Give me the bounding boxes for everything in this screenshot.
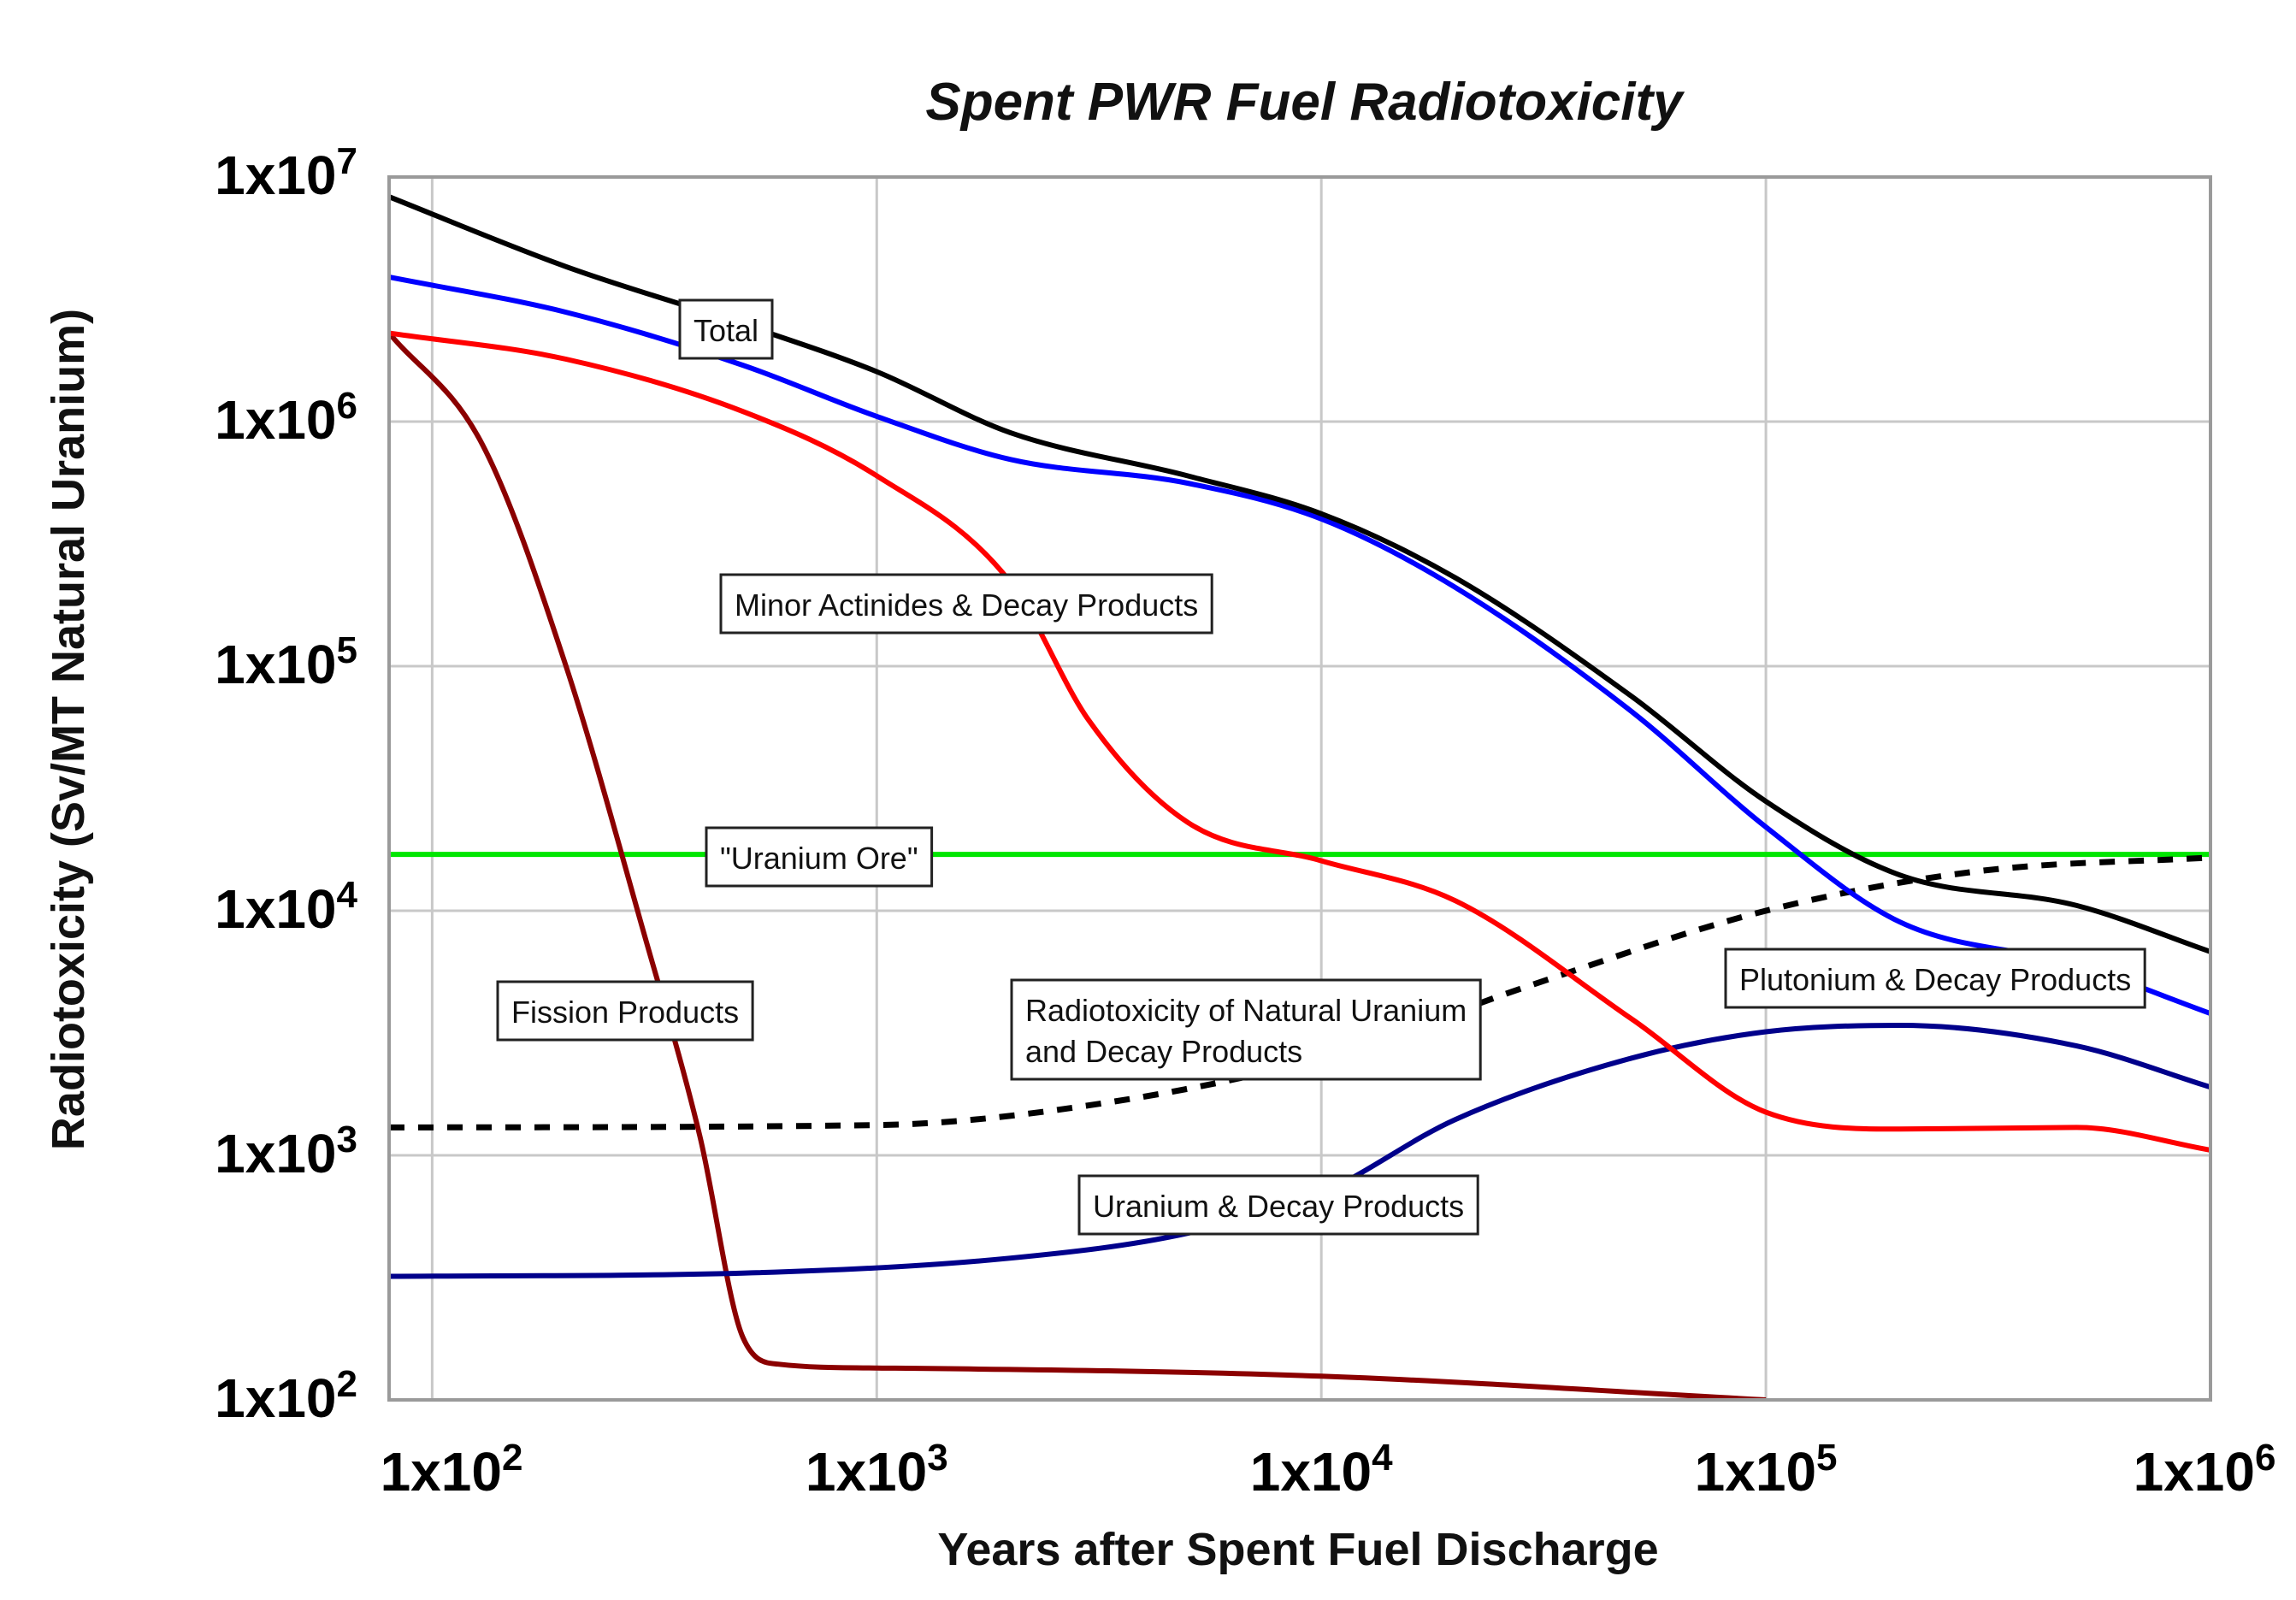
annotation-box (705, 826, 934, 888)
y-tick-label: 1x107 (215, 140, 357, 206)
annotation-label: Plutonium & Decay Products (1739, 962, 2131, 997)
series-line-plutonium-decay-products (389, 330, 2210, 1153)
annotation-label: "Uranium Ore" (720, 841, 918, 876)
annotation-box (719, 573, 1213, 635)
series-line-fission-products (389, 331, 1767, 1400)
annotation-label: Minor Actinides & Decay Products (735, 587, 1198, 623)
y-tick-label: 1x102 (215, 1363, 357, 1429)
annotation-plutonium: Plutonium & Decay Products (1724, 948, 2146, 1009)
annotation-total: Total (678, 298, 774, 360)
annotation-box (1724, 948, 2146, 1009)
annotation-fission-products: Fission Products (496, 980, 754, 1042)
x-tick-label: 1x102 (381, 1437, 523, 1503)
annotation-label: Uranium & Decay Products (1093, 1189, 1464, 1224)
y-tick-label: 1x105 (215, 629, 357, 695)
x-axis-label: Years after Spent Fuel Discharge (937, 1524, 1658, 1575)
annotation-minor-actinides: Minor Actinides & Decay Products (719, 573, 1213, 635)
annotation-label: Radiotoxicity of Natural Uranium (1025, 993, 1467, 1028)
annotation-uranium-ore: "Uranium Ore" (705, 826, 934, 888)
x-tick-label: 1x104 (1250, 1437, 1393, 1503)
series-line-total (389, 194, 2210, 954)
x-tick-label: 1x103 (806, 1437, 948, 1503)
y-tick-label: 1x104 (215, 874, 357, 940)
y-tick-label: 1x103 (215, 1119, 357, 1184)
annotation-label: and Decay Products (1025, 1034, 1302, 1069)
annotation-label: Total (694, 313, 758, 348)
annotation-box (1077, 1174, 1479, 1236)
tick-label-layer: 1x102 1x103 1x104 1x105 1x106 1x107 1x102 1x103… (215, 140, 2275, 1503)
series-line-uranium-decay-products (389, 1023, 2210, 1279)
x-tick-label: 1x105 (1695, 1437, 1838, 1503)
y-tick-label: 1x106 (215, 385, 357, 451)
annotation-box (678, 298, 774, 360)
plot-border (387, 175, 2212, 1402)
annotation-box (1010, 978, 1482, 1081)
chart-title: Spent PWR Fuel Radiotoxicity (925, 73, 1685, 132)
series-line-minor-actinides-decay-products (389, 275, 2210, 1017)
annotation-layer: Total Minor Actinides & Decay Products "Ur… (496, 298, 2146, 1236)
annotation-box (496, 980, 754, 1042)
annotation-uranium-decay: Uranium & Decay Products (1077, 1174, 1479, 1236)
x-tick-label: 1x106 (2134, 1437, 2276, 1503)
annotation-natural-uranium: Radiotoxicity of Natural Uranium and Deca… (1010, 978, 1482, 1081)
y-axis-label: Radiotoxicity (Sv/MT Natural Uranium) (43, 309, 94, 1150)
annotation-label: Fission Products (511, 995, 739, 1030)
